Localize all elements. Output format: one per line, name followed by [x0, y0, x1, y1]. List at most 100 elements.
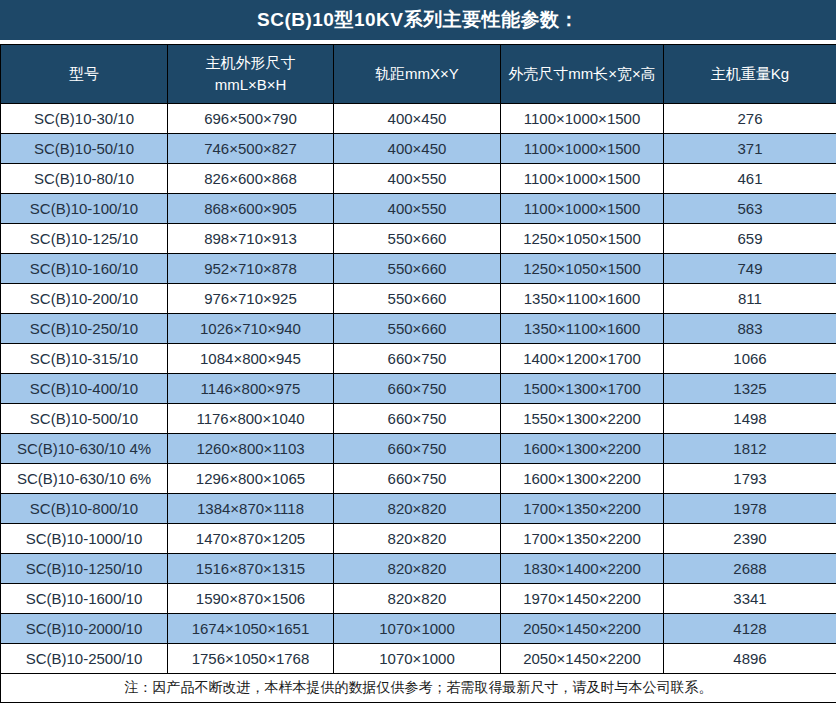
table-cell: 1146×800×975 — [168, 374, 334, 404]
table-cell: 1026×710×940 — [168, 314, 334, 344]
table-cell: 820×820 — [334, 494, 501, 524]
table-cell: 820×820 — [334, 554, 501, 584]
table-row: SC(B)10-800/101384×870×1118820×8201700×1… — [1, 494, 836, 524]
table-cell: 1674×1050×1651 — [168, 614, 334, 644]
table-cell: 1550×1300×2200 — [501, 404, 664, 434]
table-cell: 400×550 — [334, 164, 501, 194]
table-cell: SC(B)10-800/10 — [1, 494, 168, 524]
table-cell: SC(B)10-80/10 — [1, 164, 168, 194]
table-row: SC(B)10-125/10898×710×913550×6601250×105… — [1, 224, 836, 254]
table-cell: SC(B)10-250/10 — [1, 314, 168, 344]
table-row: SC(B)10-100/10868×600×905400×5501100×100… — [1, 194, 836, 224]
header-label: 主机外形尺寸 — [168, 52, 333, 75]
table-cell: 1350×1100×1600 — [501, 314, 664, 344]
header-cell-shell-dimensions: 外壳尺寸mm长×宽×高 — [501, 45, 664, 104]
table-row: SC(B)10-630/10 4%1260×800×1103660×750160… — [1, 434, 836, 464]
table-row: SC(B)10-250/101026×710×940550×6601350×11… — [1, 314, 836, 344]
table-cell: 660×750 — [334, 374, 501, 404]
page-title: SC(B)10型10KV系列主要性能参数： — [0, 0, 836, 40]
table-cell: 550×660 — [334, 314, 501, 344]
table-cell: 820×820 — [334, 524, 501, 554]
table-cell: 746×500×827 — [168, 134, 334, 164]
spec-table: 型号 主机外形尺寸 mmL×B×H 轨距mmX×Y 外壳尺寸mm长×宽×高 主机… — [0, 44, 836, 703]
table-row: SC(B)10-1000/101470×870×1205820×8201700×… — [1, 524, 836, 554]
table-cell: 883 — [664, 314, 836, 344]
table-cell: SC(B)10-1600/10 — [1, 584, 168, 614]
table-cell: SC(B)10-125/10 — [1, 224, 168, 254]
table-cell: 660×750 — [334, 344, 501, 374]
table-row: SC(B)10-500/101176×800×1040660×7501550×1… — [1, 404, 836, 434]
note-text: 注：因产品不断改进，本样本提供的数据仅供参考；若需取得最新尺寸，请及时与本公司联… — [1, 674, 836, 703]
table-cell: 898×710×913 — [168, 224, 334, 254]
table-cell: SC(B)10-630/10 4% — [1, 434, 168, 464]
table-cell: 1070×1000 — [334, 644, 501, 674]
table-cell: 1084×800×945 — [168, 344, 334, 374]
table-cell: 563 — [664, 194, 836, 224]
table-cell: SC(B)10-200/10 — [1, 284, 168, 314]
header-label: 外壳尺寸mm长×宽×高 — [508, 65, 656, 82]
table-cell: 1070×1000 — [334, 614, 501, 644]
table-cell: 276 — [664, 104, 836, 134]
table-cell: 1384×870×1118 — [168, 494, 334, 524]
table-row: SC(B)10-2000/101674×1050×16511070×100020… — [1, 614, 836, 644]
header-cell-model: 型号 — [1, 45, 168, 104]
table-cell: 1470×870×1205 — [168, 524, 334, 554]
table-cell: 1756×1050×1768 — [168, 644, 334, 674]
table-cell: 660×750 — [334, 434, 501, 464]
table-cell: 952×710×878 — [168, 254, 334, 284]
table-row: SC(B)10-1250/101516×870×1315820×8201830×… — [1, 554, 836, 584]
header-cell-main-dimensions: 主机外形尺寸 mmL×B×H — [168, 45, 334, 104]
table-cell: SC(B)10-50/10 — [1, 134, 168, 164]
table-cell: 550×660 — [334, 284, 501, 314]
note-row: 注：因产品不断改进，本样本提供的数据仅供参考；若需取得最新尺寸，请及时与本公司联… — [1, 674, 836, 703]
table-cell: 868×600×905 — [168, 194, 334, 224]
header-sublabel: mmL×B×H — [168, 74, 333, 97]
table-cell: SC(B)10-2500/10 — [1, 644, 168, 674]
table-cell: 826×600×868 — [168, 164, 334, 194]
table-cell: 1100×1000×1500 — [501, 134, 664, 164]
table-cell: 749 — [664, 254, 836, 284]
table-cell: 400×450 — [334, 134, 501, 164]
table-cell: 811 — [664, 284, 836, 314]
table-cell: 371 — [664, 134, 836, 164]
table-row: SC(B)10-1600/101590×870×1506820×8201970×… — [1, 584, 836, 614]
spec-sheet-page: SC(B)10型10KV系列主要性能参数： 型号 主机外形尺寸 mmL×B×H … — [0, 0, 836, 705]
table-cell: 400×450 — [334, 104, 501, 134]
table-cell: 1250×1050×1500 — [501, 224, 664, 254]
table-cell: 1793 — [664, 464, 836, 494]
table-cell: 659 — [664, 224, 836, 254]
table-body: SC(B)10-30/10696×500×790400×4501100×1000… — [1, 104, 836, 674]
table-cell: 400×550 — [334, 194, 501, 224]
table-cell: 1350×1100×1600 — [501, 284, 664, 314]
table-cell: 1250×1050×1500 — [501, 254, 664, 284]
table-cell: 1176×800×1040 — [168, 404, 334, 434]
table-cell: 1700×1350×2200 — [501, 494, 664, 524]
table-cell: 660×750 — [334, 464, 501, 494]
table-cell: 696×500×790 — [168, 104, 334, 134]
table-cell: 1812 — [664, 434, 836, 464]
table-row: SC(B)10-80/10826×600×868400×5501100×1000… — [1, 164, 836, 194]
table-cell: 1100×1000×1500 — [501, 164, 664, 194]
table-cell: 3341 — [664, 584, 836, 614]
table-cell: 1296×800×1065 — [168, 464, 334, 494]
table-cell: 550×660 — [334, 254, 501, 284]
table-cell: 976×710×925 — [168, 284, 334, 314]
header-label: 型号 — [69, 65, 99, 82]
table-cell: 1516×870×1315 — [168, 554, 334, 584]
table-cell: SC(B)10-1000/10 — [1, 524, 168, 554]
table-row: SC(B)10-30/10696×500×790400×4501100×1000… — [1, 104, 836, 134]
table-row: SC(B)10-630/10 6%1296×800×1065660×750160… — [1, 464, 836, 494]
table-cell: 660×750 — [334, 404, 501, 434]
table-cell: 820×820 — [334, 584, 501, 614]
table-cell: 1498 — [664, 404, 836, 434]
table-cell: 1830×1400×2200 — [501, 554, 664, 584]
table-cell: 1600×1300×2200 — [501, 434, 664, 464]
table-cell: SC(B)10-2000/10 — [1, 614, 168, 644]
header-cell-rail-gauge: 轨距mmX×Y — [334, 45, 501, 104]
table-cell: 1325 — [664, 374, 836, 404]
table-cell: SC(B)10-315/10 — [1, 344, 168, 374]
table-cell: 1600×1300×2200 — [501, 464, 664, 494]
table-cell: 1978 — [664, 494, 836, 524]
table-cell: 1260×800×1103 — [168, 434, 334, 464]
table-cell: SC(B)10-1250/10 — [1, 554, 168, 584]
